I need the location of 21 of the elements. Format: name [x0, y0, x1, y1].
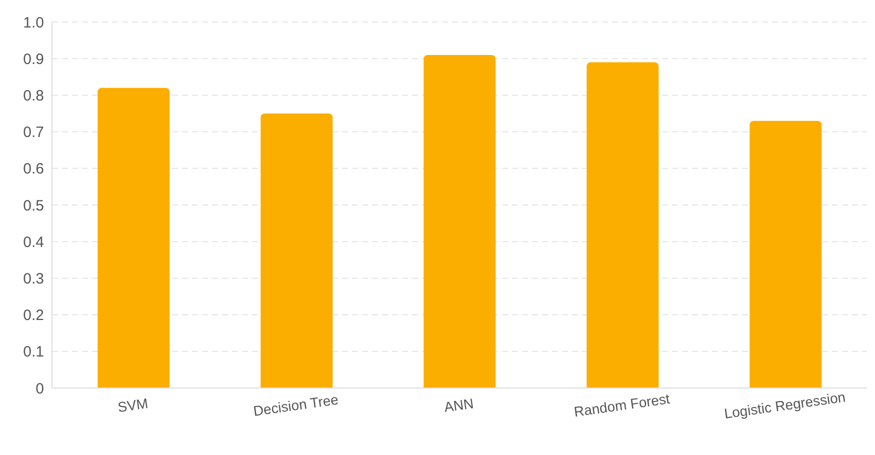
- y-tick-label: 0.5: [23, 197, 44, 214]
- y-tick-label: 0.3: [23, 270, 44, 288]
- x-tick-label: ANN: [443, 395, 475, 416]
- x-tick-label: Logistic Regression: [723, 388, 846, 422]
- y-tick-label: 0: [36, 380, 44, 398]
- y-tick-label: 0.9: [23, 50, 44, 68]
- bar: [424, 54, 496, 388]
- x-tick-label: Decision Tree: [252, 391, 340, 419]
- bar: [750, 120, 822, 388]
- bar: [586, 62, 659, 388]
- y-tick-label: 0.6: [23, 160, 44, 178]
- x-tick-label: Random Forest: [572, 390, 671, 420]
- bar: [260, 114, 333, 388]
- y-tick-label: 0.2: [23, 307, 44, 324]
- y-tick-label: 0.8: [23, 88, 44, 105]
- y-tick-label: 1.0: [23, 14, 44, 32]
- y-tick-label: 0.7: [23, 124, 44, 142]
- x-tick-label: SVM: [116, 395, 149, 416]
- y-tick-label: 0.1: [23, 344, 44, 361]
- bar: [98, 88, 170, 388]
- y-tick-label: 0.4: [23, 234, 44, 251]
